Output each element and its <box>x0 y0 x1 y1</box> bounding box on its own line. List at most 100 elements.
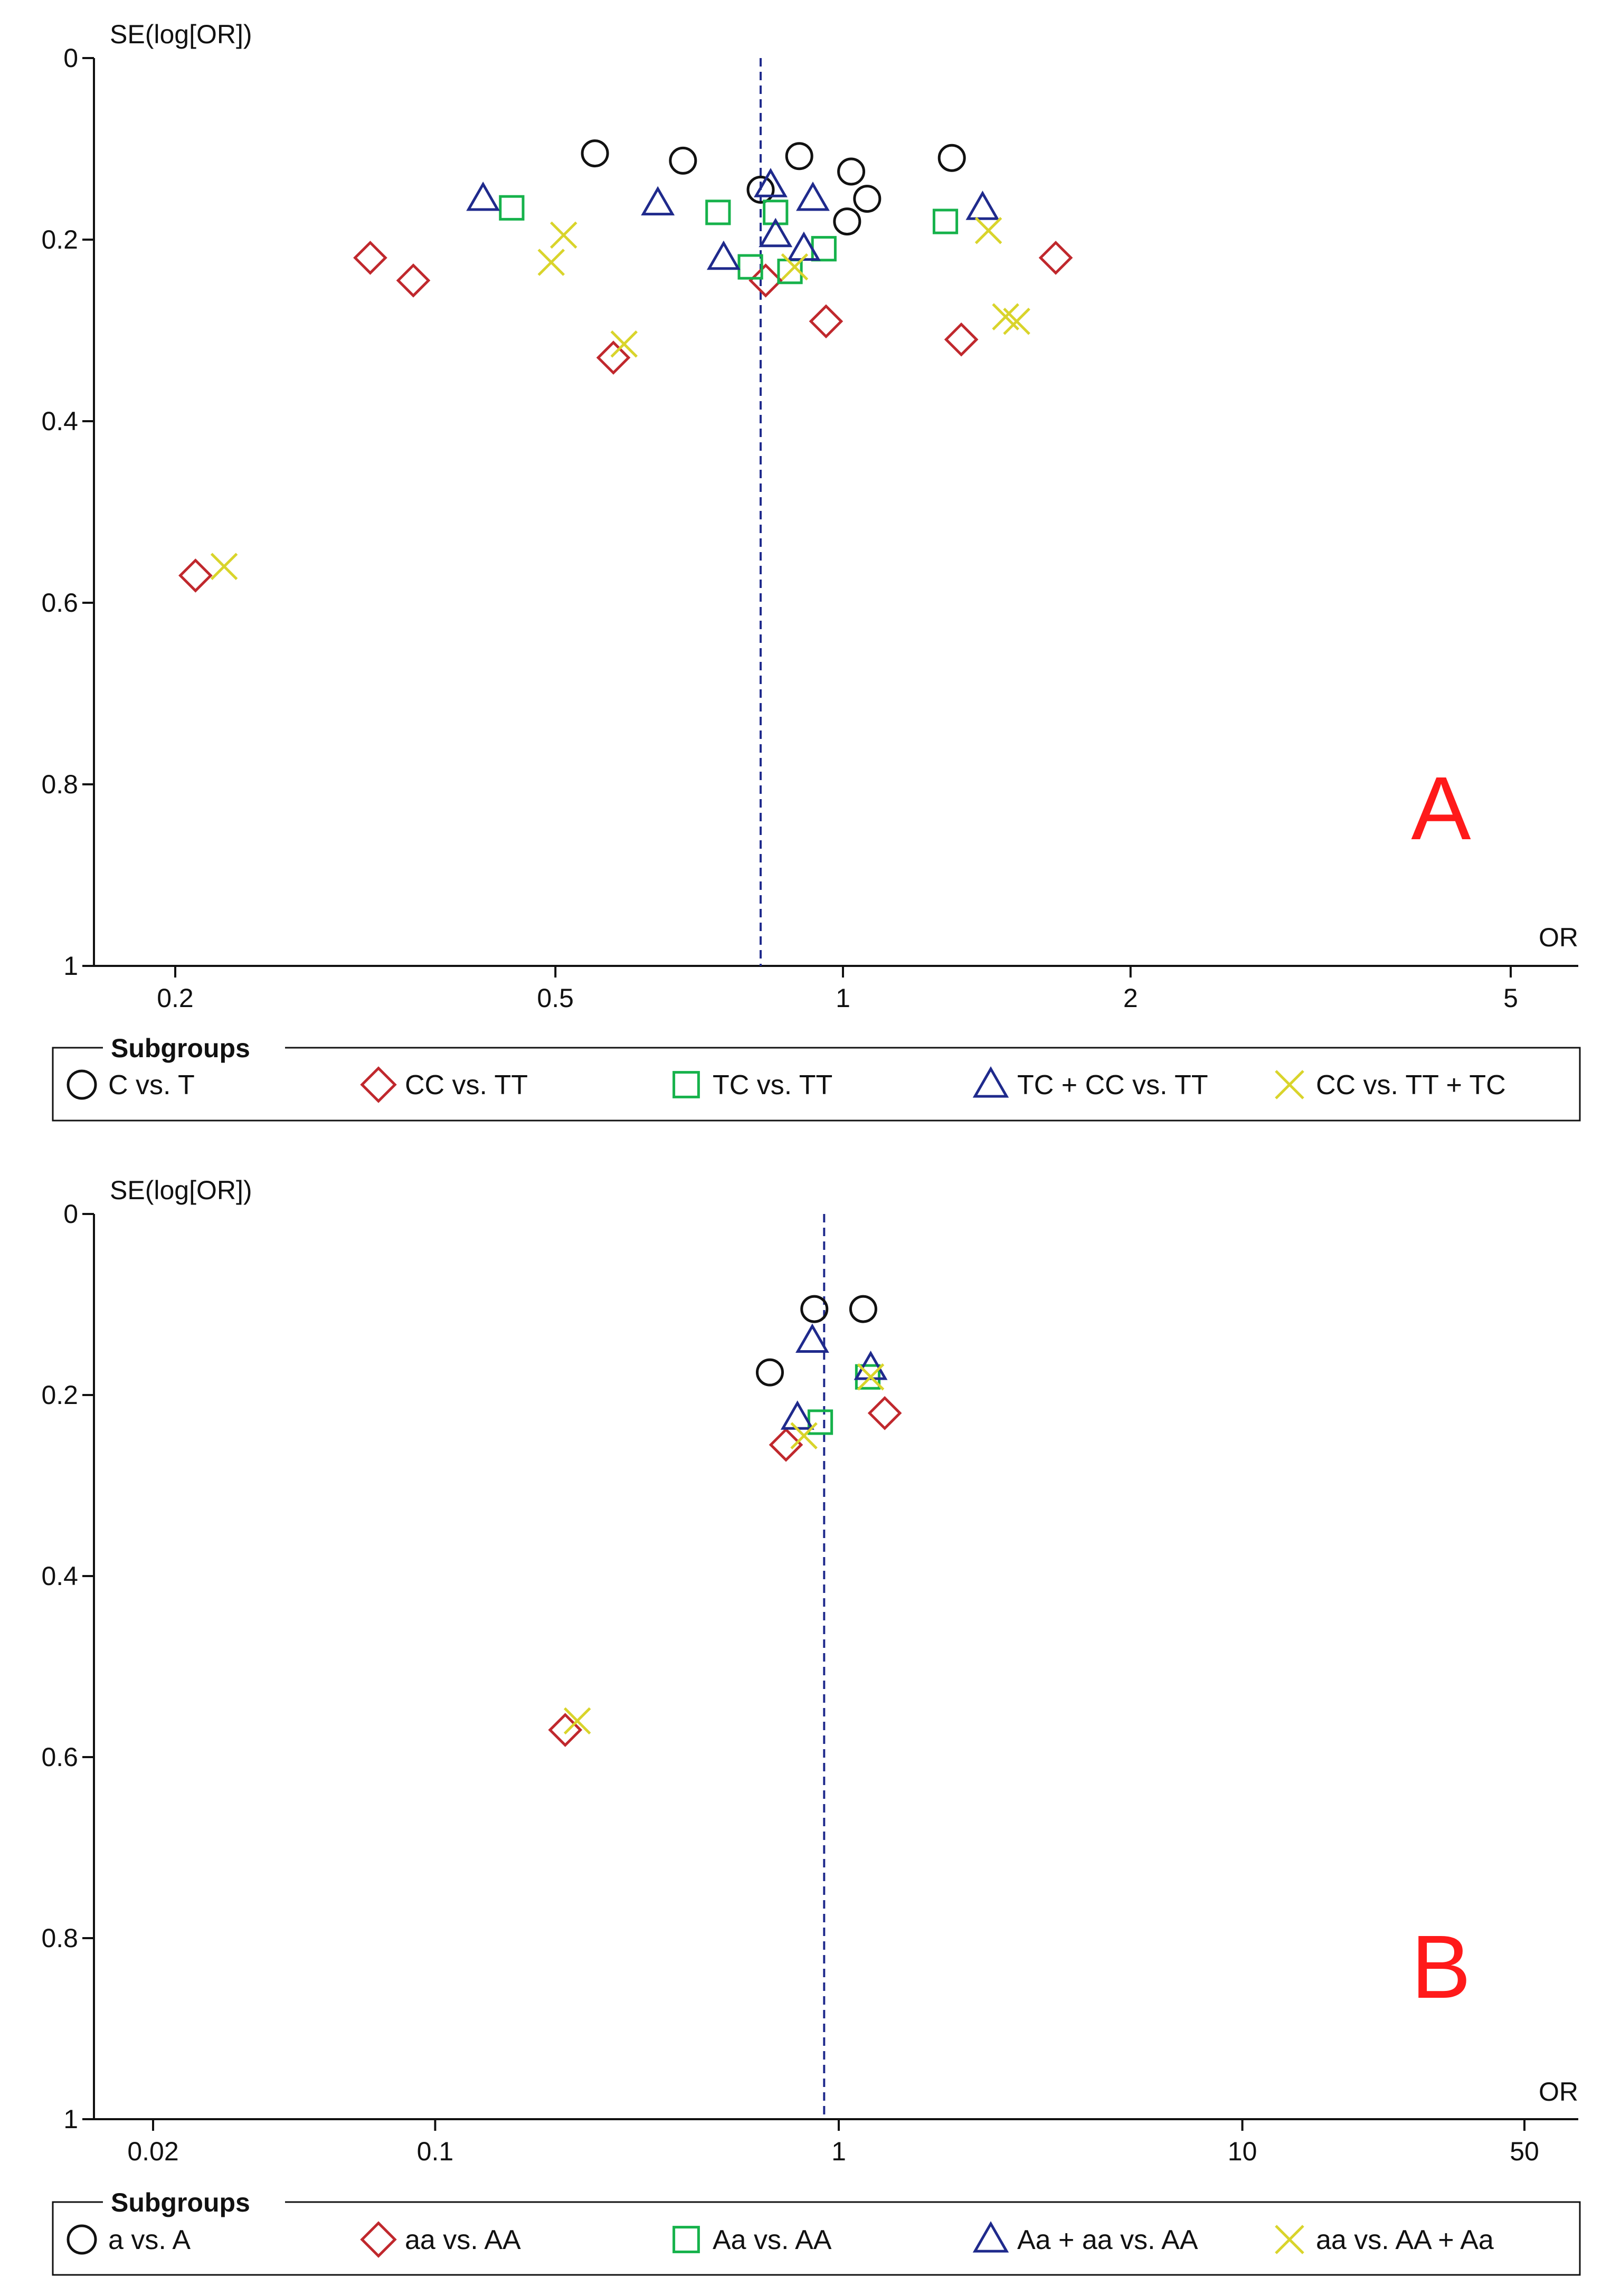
data-point-cross <box>1003 308 1030 335</box>
data-point-diamond <box>748 263 783 298</box>
legend-marker-diamond <box>360 2221 397 2258</box>
data-point-cross <box>790 1422 818 1449</box>
y-tick-label: 0.4 <box>41 1561 78 1591</box>
y-tick-label: 0.8 <box>41 770 78 799</box>
y-tick-label: 0.8 <box>41 1923 78 1953</box>
data-point-cross <box>549 221 577 249</box>
data-point-diamond <box>396 263 431 298</box>
data-point-circle <box>581 139 609 168</box>
y-axis-title: SE(log[OR]) <box>110 20 252 49</box>
y-tick-label: 0.2 <box>41 225 78 254</box>
data-point-cross <box>857 1363 885 1391</box>
legend-title: Subgroups <box>111 2188 250 2217</box>
data-point-cross <box>537 249 565 276</box>
data-point-cross <box>781 253 809 281</box>
data-point-diamond <box>809 304 844 339</box>
legend-entry-label: Aa + aa vs. AA <box>1017 2225 1198 2255</box>
panel-label: A <box>1411 758 1471 859</box>
data-point-cross <box>610 330 638 358</box>
data-point-triangle <box>965 191 1000 220</box>
x-axis-title: OR <box>1539 2077 1578 2107</box>
legend-entry-label: aa vs. AA + Aa <box>1316 2225 1494 2255</box>
data-point-circle <box>849 1295 877 1323</box>
data-point-triangle <box>706 240 741 270</box>
data-point-triangle <box>796 181 830 211</box>
data-point-square <box>737 254 763 280</box>
panel-label: B <box>1411 1917 1471 2017</box>
data-point-diamond <box>867 1396 902 1430</box>
data-point-cross <box>563 1707 591 1735</box>
data-point-triangle <box>754 168 788 197</box>
data-point-square <box>705 200 731 225</box>
legend-entry-label: CC vs. TT + TC <box>1316 1070 1506 1100</box>
data-point-square <box>855 1364 881 1390</box>
legend-marker-circle <box>67 1069 97 1100</box>
legend-entry-label: aa vs. AA <box>405 2225 521 2255</box>
x-tick-label: 2 <box>1123 983 1138 1013</box>
data-point-square <box>807 1409 833 1435</box>
data-point-triangle <box>759 217 793 248</box>
data-point-diamond <box>596 340 631 375</box>
legend-marker-cross <box>1275 1070 1304 1099</box>
legend-box <box>52 2201 1581 2276</box>
data-point-cross <box>974 217 1002 244</box>
x-tick-label: 10 <box>1228 2137 1257 2166</box>
data-point-circle <box>837 157 866 186</box>
y-tick-label: 1 <box>63 2104 78 2134</box>
legend-marker-triangle <box>972 1066 1009 1098</box>
y-tick-label: 1 <box>63 951 78 981</box>
y-tick-label: 0.2 <box>41 1380 78 1410</box>
legend-entry-label: C vs. T <box>108 1070 195 1100</box>
data-point-cross <box>992 303 1019 330</box>
x-tick-label: 1 <box>831 2137 846 2166</box>
data-point-circle <box>937 144 966 172</box>
data-point-circle <box>800 1295 829 1323</box>
y-tick-label: 0.6 <box>41 1742 78 1772</box>
data-point-cross <box>210 553 238 580</box>
x-tick-label: 0.02 <box>127 2137 178 2166</box>
data-point-square <box>499 195 525 221</box>
x-axis-title: OR <box>1539 923 1578 952</box>
y-tick-label: 0.4 <box>41 406 78 436</box>
data-point-diamond <box>1038 241 1073 275</box>
data-point-circle <box>833 207 861 236</box>
legend-entry-label: a vs. A <box>108 2225 191 2255</box>
data-point-circle <box>669 146 697 175</box>
data-point-diamond <box>944 322 979 357</box>
y-tick-label: 0 <box>63 43 78 73</box>
funnel-plot-a: SE(log[OR]) OR A Subgroups 0 0.2 0.4 0.6 0.8… <box>41 20 1581 1122</box>
legend-marker-square <box>672 2226 700 2253</box>
data-point-diamond <box>353 241 387 275</box>
x-tick-label: 1 <box>836 983 850 1013</box>
legend-entry-label: TC vs. TT <box>713 1070 832 1100</box>
x-tick-label: 5 <box>1503 983 1518 1013</box>
y-tick-label: 0 <box>63 1199 78 1229</box>
legend-entry-label: CC vs. TT <box>405 1070 528 1100</box>
data-point-triangle <box>466 181 500 211</box>
y-axis-title: SE(log[OR]) <box>110 1175 252 1205</box>
x-tick-label: 0.5 <box>537 983 574 1013</box>
legend-marker-triangle <box>972 2221 1009 2253</box>
data-point-triangle <box>795 1323 829 1353</box>
data-point-diamond <box>178 558 213 593</box>
data-point-circle <box>755 1358 784 1387</box>
x-tick-label: 0.1 <box>417 2137 454 2166</box>
x-tick-label: 0.2 <box>157 983 194 1013</box>
legend-marker-square <box>672 1071 700 1098</box>
legend-marker-diamond <box>360 1066 397 1103</box>
data-point-circle <box>853 185 882 213</box>
data-point-circle <box>785 142 813 170</box>
legend-entry-label: Aa vs. AA <box>713 2225 832 2255</box>
data-point-square <box>763 200 789 225</box>
legend-box <box>52 1047 1581 1122</box>
legend-entry-label: TC + CC vs. TT <box>1017 1070 1208 1100</box>
legend-marker-cross <box>1275 2225 1304 2254</box>
data-point-triangle <box>641 186 675 216</box>
y-tick-label: 0.6 <box>41 588 78 618</box>
data-point-diamond <box>548 1713 583 1747</box>
data-point-circle <box>746 175 775 204</box>
legend-title: Subgroups <box>111 1033 250 1063</box>
data-point-square <box>932 208 959 234</box>
data-point-diamond <box>769 1427 803 1462</box>
